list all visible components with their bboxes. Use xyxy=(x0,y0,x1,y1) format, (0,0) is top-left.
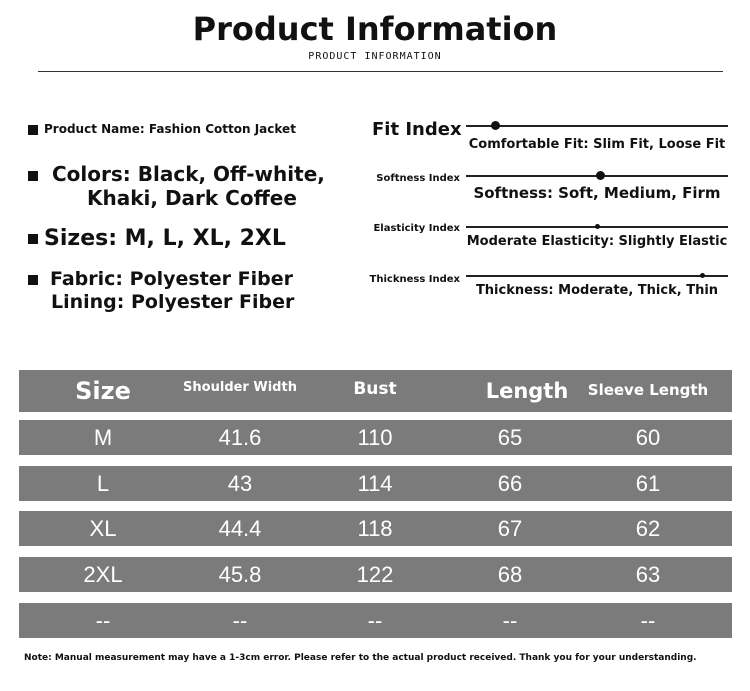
product-name-text: Product Name: Fashion Cotton Jacket xyxy=(44,122,296,136)
sizes: Sizes: M, L, XL, 2XL xyxy=(28,226,286,251)
table-cell: -- xyxy=(232,607,248,633)
table-cell: 60 xyxy=(635,424,661,450)
colors-text: Colors: Black, Off-white, xyxy=(52,162,325,186)
table-cell: XL xyxy=(89,515,117,541)
table-row: M 41.6 110 65 60 xyxy=(19,420,732,455)
header-length: Length xyxy=(485,379,569,403)
table-cell: 114 xyxy=(357,470,393,496)
table-cell: -- xyxy=(367,607,383,633)
bullet-icon xyxy=(28,234,38,244)
table-cell: M xyxy=(93,424,113,450)
index-desc: Moderate Elasticity: Slightly Elastic xyxy=(466,234,728,249)
product-name: Product Name: Fashion Cotton Jacket xyxy=(28,122,296,136)
slider-dot xyxy=(490,121,500,130)
table-cell: 65 xyxy=(497,424,523,450)
index-desc: Softness: Soft, Medium, Firm xyxy=(473,184,721,202)
index-slider xyxy=(466,171,728,180)
divider xyxy=(38,71,723,72)
index-slider xyxy=(466,273,728,278)
sizes-text: Sizes: M, L, XL, 2XL xyxy=(44,226,286,251)
footnote: Note: Manual measurement may have a 1-3c… xyxy=(24,653,697,663)
table-row: -- -- -- -- -- xyxy=(19,603,732,638)
header-bust: Bust xyxy=(353,379,397,399)
table-cell: 66 xyxy=(497,470,523,496)
slider-dot xyxy=(595,224,600,229)
table-row: XL 44.4 118 67 62 xyxy=(19,511,732,546)
index-desc: Thickness: Moderate, Thick, Thin xyxy=(475,283,719,298)
bullet-icon xyxy=(28,124,38,135)
table-cell: 41.6 xyxy=(218,424,262,450)
table-cell: L xyxy=(96,470,110,496)
index-label: Fit Index xyxy=(372,119,462,140)
bullet-icon xyxy=(28,274,38,285)
index-slider xyxy=(466,121,728,130)
header-size: Size xyxy=(75,377,131,405)
header-sleeve: Sleeve Length xyxy=(587,381,709,399)
fabric: Fabric: Polyester Fiber Lining: Polyester… xyxy=(28,268,294,314)
index-label: Elasticity Index xyxy=(373,223,460,234)
table-cell: 118 xyxy=(357,515,393,541)
table-cell: 43 xyxy=(227,470,253,496)
bullet-icon xyxy=(28,170,38,181)
table-cell: -- xyxy=(502,607,518,633)
slider-dot xyxy=(699,273,705,278)
table-cell: 63 xyxy=(635,561,661,587)
page-subtitle: PRODUCT INFORMATION xyxy=(308,51,442,62)
table-cell: 44.4 xyxy=(218,515,262,541)
table-cell: 67 xyxy=(497,515,523,541)
fabric-text: Fabric: Polyester Fiber xyxy=(50,268,294,290)
table-cell: 122 xyxy=(356,561,394,587)
colors: Colors: Black, Off-white, Khaki, Dark Cof… xyxy=(28,162,325,210)
table-cell: 110 xyxy=(357,424,393,450)
table-cell: -- xyxy=(95,607,111,633)
table-cell: 62 xyxy=(635,515,661,541)
table-cell: 68 xyxy=(497,561,523,587)
table-cell: 45.8 xyxy=(218,561,262,587)
table-cell: 61 xyxy=(635,470,661,496)
table-cell: -- xyxy=(640,607,656,633)
index-slider xyxy=(466,224,728,229)
table-cell: 2XL xyxy=(83,561,123,587)
index-desc: Comfortable Fit: Slim Fit, Loose Fit xyxy=(468,137,726,152)
table-header: Size Shoulder Width Bust Length Sleeve L… xyxy=(19,370,732,412)
header-shoulder: Shoulder Width xyxy=(183,380,297,395)
colors-text-2: Khaki, Dark Coffee xyxy=(87,186,297,210)
index-label: Softness Index xyxy=(376,173,460,184)
lining-text: Lining: Polyester Fiber xyxy=(51,291,295,313)
slider-dot xyxy=(595,171,605,180)
table-row: 2XL 45.8 122 68 63 xyxy=(19,557,732,592)
page-title: Product Information xyxy=(192,10,558,48)
table-row: L 43 114 66 61 xyxy=(19,466,732,501)
index-label: Thickness Index xyxy=(369,274,460,285)
